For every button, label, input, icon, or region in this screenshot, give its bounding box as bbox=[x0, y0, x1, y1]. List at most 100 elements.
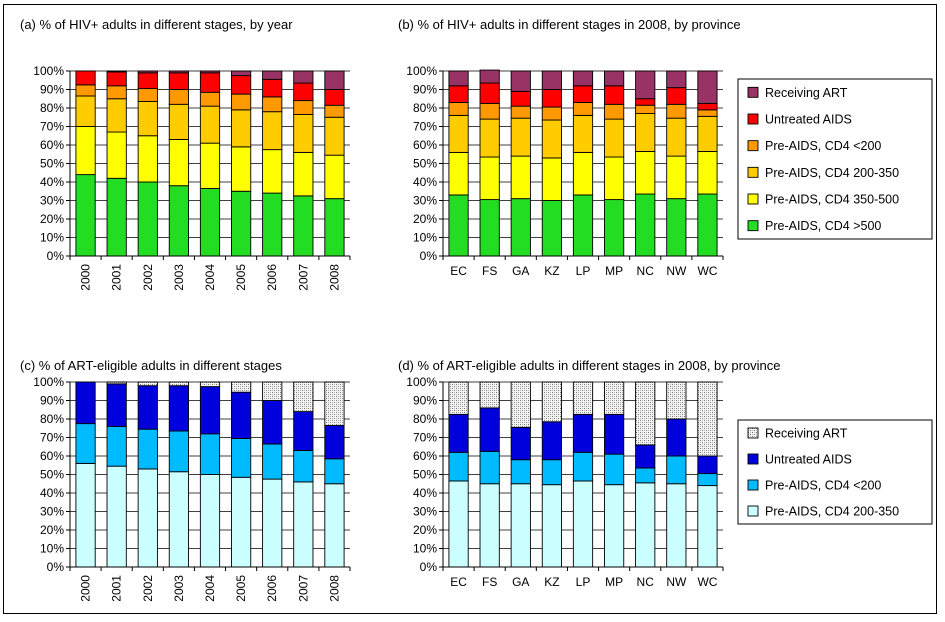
chart-b-bar-LP-series-4 bbox=[572, 85, 594, 103]
chart-b-legend: Receiving ART Untreated AIDS Pre-AIDS, CD4… bbox=[737, 78, 933, 240]
chart-a-bar-2001-series-4 bbox=[106, 71, 127, 87]
chart-a-xtick-label: 2006 bbox=[265, 264, 279, 291]
chart-b-ytick-label: 100% bbox=[406, 64, 437, 78]
chart-c-bar-2008-series-0 bbox=[324, 483, 345, 568]
chart-d-xtick-label: FS bbox=[482, 575, 497, 589]
chart-b-legend-label: Pre-AIDS, CD4 200-350 bbox=[765, 166, 899, 180]
chart-a-bar-2003-series-0 bbox=[168, 185, 189, 257]
chart-a-bar-2004-series-1 bbox=[199, 142, 221, 189]
chart-c-bar-2003-series-2 bbox=[168, 385, 189, 432]
chart-b-bar-MP-series-0 bbox=[604, 199, 625, 257]
chart-a-xtick-label: 2008 bbox=[327, 264, 341, 291]
chart-b-ytick-label: 70% bbox=[413, 120, 437, 134]
chart-b-bar-NC-series-5 bbox=[635, 70, 656, 100]
chart-c-bar-2004-series-3 bbox=[199, 381, 221, 388]
chart-d-bar-KZ-series-0 bbox=[541, 484, 562, 568]
chart-d-bar-WC-series-3 bbox=[697, 381, 718, 457]
chart-b-bar-NC-series-3 bbox=[635, 104, 656, 114]
chart-b-ytick-label: 50% bbox=[413, 157, 437, 171]
chart-b-bar-WC-series-2 bbox=[697, 115, 718, 152]
chart-b-bar-NW-series-3 bbox=[666, 103, 687, 119]
chart-a-bar-2003-series-1 bbox=[168, 138, 189, 187]
chart-c-bar-2008-series-3 bbox=[324, 381, 345, 426]
chart-d-bar-EC-series-2 bbox=[448, 413, 469, 453]
chart-c-ytick-label: 30% bbox=[40, 505, 64, 519]
chart-c-ytick-label: 10% bbox=[40, 542, 64, 556]
chart-c-ytick-label: 70% bbox=[40, 431, 64, 445]
chart-d-ytick-label: 50% bbox=[413, 468, 437, 482]
chart-a-xtick-label: 2002 bbox=[141, 264, 155, 291]
chart-b-legend-swatch bbox=[747, 113, 759, 125]
chart-a-ytick-label: 70% bbox=[40, 120, 64, 134]
chart-c-bar-2002-series-0 bbox=[137, 468, 158, 568]
chart-b-bar-KZ-series-2 bbox=[541, 119, 562, 159]
chart-d-bar-MP-series-3 bbox=[604, 381, 625, 415]
chart-b-ytick-label: 10% bbox=[413, 231, 437, 245]
chart-b-xtick-label: EC bbox=[450, 264, 467, 278]
chart-d-ytick-label: 40% bbox=[413, 486, 437, 500]
chart-d-bar-NW-series-0 bbox=[666, 483, 687, 568]
figure-frame bbox=[3, 4, 937, 614]
chart-c-xtick-label: 2004 bbox=[203, 575, 217, 602]
chart-d-bar-EC-series-3 bbox=[448, 381, 469, 415]
chart-c-bar-2001-series-1 bbox=[106, 425, 127, 467]
chart-a-bar-2003-series-3 bbox=[168, 89, 189, 105]
chart-c-bar-2006-series-1 bbox=[262, 443, 283, 480]
chart-a-ytick-label: 60% bbox=[40, 138, 64, 152]
chart-b-bar-GA-series-5 bbox=[510, 70, 531, 92]
chart-a-bar-2000-series-4 bbox=[75, 70, 96, 86]
chart-b-legend-swatch bbox=[747, 86, 759, 98]
chart-c-xtick-label: 2001 bbox=[110, 575, 124, 602]
chart-c-bar-2008-series-2 bbox=[324, 425, 345, 460]
chart-b-bar-GA-series-2 bbox=[510, 117, 531, 157]
chart-a-ytick-label: 50% bbox=[40, 157, 64, 171]
chart-b-bar-EC-series-4 bbox=[448, 85, 469, 103]
chart-c-title: (c) % of ART-eligible adults in differen… bbox=[20, 358, 282, 373]
chart-d-xtick-label: WC bbox=[697, 575, 717, 589]
chart-d-bar-GA-series-2 bbox=[510, 426, 531, 461]
chart-d-bar-MP-series-0 bbox=[604, 484, 625, 568]
chart-b-bar-NW-series-4 bbox=[666, 87, 687, 105]
chart-b-bar-FS-series-0 bbox=[479, 199, 500, 257]
chart-d-bar-EC-series-1 bbox=[448, 451, 469, 482]
chart-d-bar-LP-series-3 bbox=[572, 381, 594, 415]
chart-b-xtick-label: GA bbox=[512, 264, 529, 278]
chart-b-bar-WC-series-5 bbox=[697, 70, 718, 104]
chart-b-bar-MP-series-3 bbox=[604, 103, 625, 120]
chart-b-bar-EC-series-5 bbox=[448, 70, 469, 87]
chart-b-bar-EC-series-0 bbox=[448, 194, 469, 257]
chart-d-legend: Receiving ART Untreated AIDS Pre-AIDS, CD4… bbox=[737, 419, 933, 525]
chart-c-xtick-label: 2006 bbox=[265, 575, 279, 602]
chart-d-bar-NC-series-1 bbox=[635, 467, 656, 484]
chart-d-xtick-label: LP bbox=[576, 575, 591, 589]
chart-d-bar-MP-series-1 bbox=[604, 453, 625, 486]
chart-a-bar-2008-series-1 bbox=[324, 154, 345, 200]
chart-b-bar-LP-series-0 bbox=[572, 194, 594, 257]
chart-b-bar-KZ-series-1 bbox=[541, 157, 562, 201]
chart-c-bar-2006-series-0 bbox=[262, 478, 283, 568]
chart-c-ytick-label: 50% bbox=[40, 468, 64, 482]
chart-a: (a) % of HIV+ adults in different stages… bbox=[20, 17, 351, 291]
chart-b-xtick-label: WC bbox=[697, 264, 717, 278]
chart-b-bar-MP-series-5 bbox=[604, 70, 625, 87]
chart-d-bar-GA-series-3 bbox=[510, 381, 531, 428]
chart-c-bar-2007-series-3 bbox=[293, 381, 314, 413]
chart-a-ytick-label: 10% bbox=[40, 231, 64, 245]
chart-a-bar-2007-series-1 bbox=[293, 151, 314, 197]
chart-d-xtick-label: KZ bbox=[544, 575, 559, 589]
chart-b-bar-MP-series-1 bbox=[604, 156, 625, 201]
chart-a-bar-2002-series-4 bbox=[137, 72, 158, 90]
chart-a-bar-2005-series-3 bbox=[231, 93, 252, 111]
chart-a-bar-2003-series-5 bbox=[168, 70, 189, 74]
chart-d-ytick-label: 90% bbox=[413, 394, 437, 408]
chart-a-bar-2008-series-4 bbox=[324, 89, 345, 106]
chart-b-xtick-label: FS bbox=[482, 264, 497, 278]
chart-d-bar-KZ-series-1 bbox=[541, 459, 562, 486]
chart-a-bar-2002-series-0 bbox=[137, 181, 158, 257]
chart-a-ytick-label: 40% bbox=[40, 175, 64, 189]
chart-b-ytick-label: 40% bbox=[413, 175, 437, 189]
chart-b-bar-GA-series-1 bbox=[510, 155, 531, 200]
chart-c-bar-2006-series-2 bbox=[262, 400, 283, 445]
chart-a-bar-2007-series-0 bbox=[293, 195, 314, 257]
chart-a-ytick-label: 0% bbox=[47, 249, 65, 263]
